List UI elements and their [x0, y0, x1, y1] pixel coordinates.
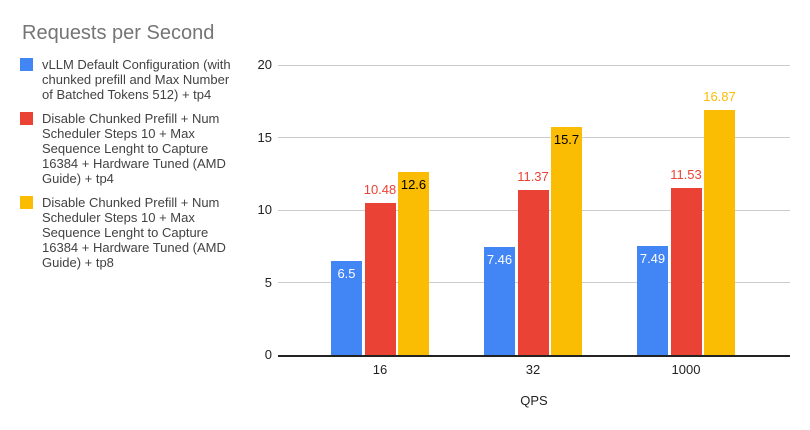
legend-label-amd-tuned-tp8: Disable Chunked Prefill + Num Scheduler …: [42, 195, 226, 270]
y-tick-label: 20: [257, 57, 272, 72]
legend-swatch-red: [20, 112, 33, 125]
y-tick-label: 15: [257, 129, 272, 145]
x-axis-title: QPS: [520, 393, 548, 408]
bar-vllm-default-tp4-qps-1000[interactable]: [637, 246, 668, 355]
y-tick-label: 10: [257, 202, 272, 217]
data-label-amd-tuned-tp4-qps-32: 11.37: [517, 169, 549, 185]
bar-vllm-default-tp4-qps-16[interactable]: [331, 260, 362, 355]
legend-label-amd-tuned-tp4: Disable Chunked Prefill + Num Scheduler …: [42, 111, 226, 186]
y-tick-label: 5: [264, 274, 272, 290]
data-label-vllm-default-tp4-qps-1000: 7.49: [639, 251, 666, 267]
legend-item-amd-tuned-tp4[interactable]: Disable Chunked Prefill + Num Scheduler …: [20, 111, 260, 186]
bar-vllm-default-tp4-qps-32[interactable]: [484, 246, 515, 355]
legend-label-vllm-default-tp4: vLLM Default Configuration (with chunked…: [42, 57, 231, 102]
chart-legend: vLLM Default Configuration (with chunked…: [20, 57, 260, 270]
legend-item-amd-tuned-tp8[interactable]: Disable Chunked Prefill + Num Scheduler …: [20, 195, 260, 270]
legend-item-vllm-default-tp4[interactable]: vLLM Default Configuration (with chunked…: [20, 57, 260, 102]
bar-amd-tuned-tp4-qps-32[interactable]: [517, 190, 549, 355]
data-label-amd-tuned-tp8-qps-1000: 16.87: [703, 89, 736, 105]
category-label: 1000: [671, 362, 701, 377]
gridline: [278, 137, 790, 138]
legend-swatch-yellow: [20, 196, 33, 209]
data-label-amd-tuned-tp8-qps-16: 12.6: [400, 177, 427, 193]
bar-amd-tuned-tp4-qps-1000[interactable]: [670, 187, 702, 355]
data-label-amd-tuned-tp4-qps-1000: 11.53: [670, 166, 702, 182]
category-label: 32: [525, 362, 541, 377]
category-label: 16: [372, 362, 388, 377]
chart-title: Requests per Second: [22, 22, 215, 44]
bar-amd-tuned-tp8-qps-32[interactable]: [551, 127, 582, 355]
bar-amd-tuned-tp8-qps-16[interactable]: [398, 172, 429, 355]
gridline: [278, 64, 790, 66]
legend-swatch-blue: [20, 58, 33, 71]
y-tick-label: 0: [264, 347, 272, 362]
data-label-amd-tuned-tp4-qps-16: 10.48: [363, 182, 397, 198]
data-label-vllm-default-tp4-qps-32: 7.46: [486, 251, 513, 267]
data-label-vllm-default-tp4-qps-16: 6.5: [337, 265, 356, 281]
bar-amd-tuned-tp8-qps-1000[interactable]: [704, 110, 735, 355]
plot-area: 6.5 7.46 7.49 10.48 11.37 11.53 12.6 15.7 16.87: [278, 64, 790, 357]
bar-amd-tuned-tp4-qps-16[interactable]: [364, 203, 396, 355]
data-label-amd-tuned-tp8-qps-32: 15.7: [553, 132, 580, 148]
